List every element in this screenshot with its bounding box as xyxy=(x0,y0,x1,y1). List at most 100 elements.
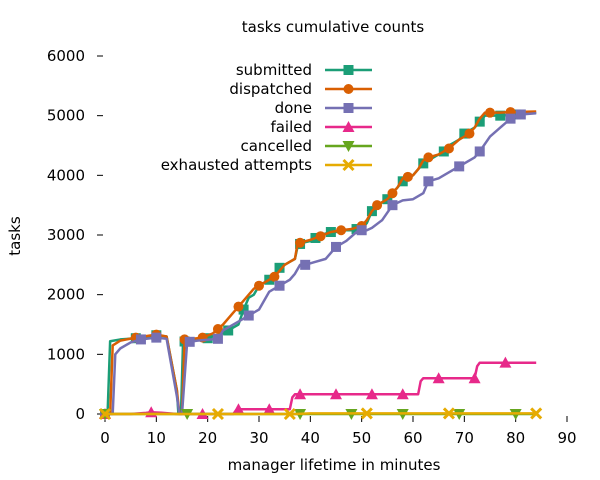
data-point-dispatched xyxy=(269,271,280,282)
series-layer xyxy=(98,107,543,421)
data-point-dispatched xyxy=(443,143,454,154)
data-point-done xyxy=(243,310,254,321)
data-point-failed xyxy=(396,388,409,400)
x-tick-label: 30 xyxy=(249,429,268,447)
x-tick-label: 0 xyxy=(100,429,110,447)
legend-item-submitted: submitted xyxy=(236,61,372,79)
y-tick-label: 5000 xyxy=(47,107,85,125)
series-dispatched xyxy=(100,107,537,419)
data-point-failed xyxy=(499,356,512,368)
data-point-submitted xyxy=(351,224,362,235)
data-point-submitted xyxy=(223,325,234,336)
legend-label: exhausted attempts xyxy=(161,156,312,174)
series-failed xyxy=(99,356,537,419)
y-tick-label: 1000 xyxy=(47,345,85,363)
x-tick-label: 40 xyxy=(301,429,320,447)
data-point-dispatched xyxy=(233,301,244,312)
data-point-done xyxy=(474,146,485,157)
legend-marker-done xyxy=(343,103,354,113)
data-point-dispatched xyxy=(387,188,398,199)
data-point-done xyxy=(387,200,398,211)
data-point-dispatched xyxy=(336,225,347,236)
data-point-submitted xyxy=(418,158,429,169)
legend-label: done xyxy=(275,99,312,117)
data-point-dispatched xyxy=(485,107,495,118)
legend-marker-submitted xyxy=(343,65,354,75)
data-point-exhausted-attempts xyxy=(360,407,373,420)
data-point-dispatched xyxy=(254,280,264,291)
x-tick-label: 90 xyxy=(557,429,576,447)
data-point-done xyxy=(135,334,146,345)
x-tick-label: 60 xyxy=(403,429,422,447)
legend-item-cancelled: cancelled xyxy=(240,137,372,155)
legend-marker-dispatched xyxy=(343,84,354,94)
y-tick-label: 2000 xyxy=(47,286,85,304)
y-tick-label: 6000 xyxy=(47,47,85,65)
data-point-dispatched xyxy=(212,323,223,334)
legend-label: dispatched xyxy=(229,80,312,98)
data-point-submitted xyxy=(274,262,285,273)
y-axis-label: tasks xyxy=(6,216,24,256)
data-point-dispatched xyxy=(464,128,475,139)
legend-item-failed: failed xyxy=(270,118,372,136)
data-point-failed xyxy=(232,403,245,415)
x-tick-label: 70 xyxy=(455,429,474,447)
data-point-failed xyxy=(468,372,481,384)
data-point-submitted xyxy=(474,116,485,127)
data-point-dispatched xyxy=(423,152,434,163)
x-tick-label: 50 xyxy=(352,429,371,447)
data-point-exhausted-attempts xyxy=(530,407,543,420)
data-point-dispatched xyxy=(295,237,306,248)
data-point-done xyxy=(184,336,195,347)
data-point-submitted xyxy=(510,109,521,120)
y-tick-label: 3000 xyxy=(47,226,85,244)
data-point-dispatched xyxy=(402,171,413,182)
data-point-submitted xyxy=(202,333,213,344)
x-tick-label: 20 xyxy=(198,429,217,447)
data-point-failed xyxy=(263,403,276,415)
data-point-done xyxy=(274,280,285,291)
data-point-failed xyxy=(330,388,342,400)
data-point-done xyxy=(300,259,311,270)
data-point-exhausted-attempts xyxy=(442,407,455,420)
legend: submitteddispatcheddonefailedcancelledex… xyxy=(161,61,372,174)
data-point-done xyxy=(356,225,367,236)
x-axis-label: manager lifetime in minutes xyxy=(228,456,441,474)
data-point-exhausted-attempts xyxy=(98,407,112,421)
legend-marker-cancelled xyxy=(342,141,355,152)
data-point-done xyxy=(151,332,162,343)
legend-marker-exhausted-attempts xyxy=(342,158,355,172)
legend-item-dispatched: dispatched xyxy=(229,80,372,98)
legend-label: submitted xyxy=(236,61,312,79)
data-point-submitted xyxy=(495,110,506,121)
chart-title: tasks cumulative counts xyxy=(242,18,425,36)
legend-marker-failed xyxy=(342,121,355,132)
x-tick-label: 10 xyxy=(147,429,166,447)
data-point-done xyxy=(515,109,526,120)
data-point-exhausted-attempts xyxy=(211,407,224,421)
legend-label: failed xyxy=(270,118,312,136)
legend-item-done: done xyxy=(275,99,372,117)
series-exhausted-attempts xyxy=(98,407,543,421)
data-point-submitted xyxy=(397,176,408,187)
x-tick-label: 80 xyxy=(506,429,525,447)
data-point-done xyxy=(505,113,516,124)
data-point-failed xyxy=(294,388,307,400)
legend-item-exhausted-attempts: exhausted attempts xyxy=(161,156,372,174)
data-point-done xyxy=(454,161,465,172)
data-point-done xyxy=(212,333,223,344)
series-line-exhausted-attempts xyxy=(105,412,537,416)
data-point-dispatched xyxy=(372,200,383,211)
data-point-done xyxy=(423,176,434,187)
y-tick-label: 0 xyxy=(75,405,85,423)
axes: 0 1000 2000 3000 4000 5000 6000 0 10 20 30 40 50 60 70… xyxy=(47,47,577,447)
data-point-dispatched xyxy=(315,231,326,242)
data-point-failed xyxy=(365,388,378,400)
series-line-failed xyxy=(105,361,537,416)
data-point-exhausted-attempts xyxy=(283,407,296,421)
series-done xyxy=(100,109,537,419)
data-point-failed xyxy=(432,372,445,384)
data-point-submitted xyxy=(238,304,249,315)
legend-label: cancelled xyxy=(240,137,312,155)
